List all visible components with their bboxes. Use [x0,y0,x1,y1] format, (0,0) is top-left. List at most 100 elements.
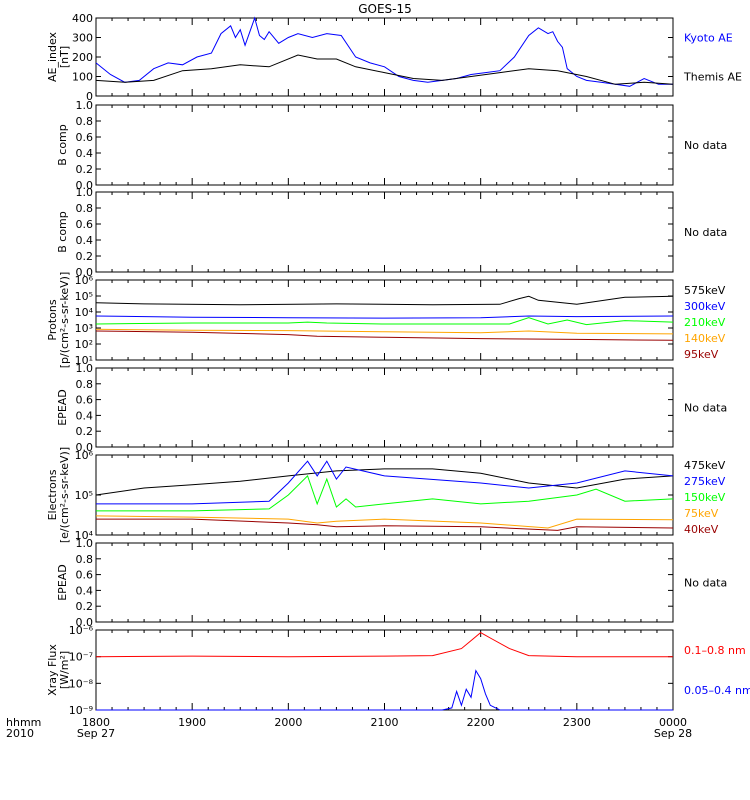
no-data-label: No data [684,402,727,415]
plot-title: GOES-15 [358,2,412,16]
x-tick-label: 1800 [82,716,110,729]
y-axis-label: B comp [56,124,69,166]
legend-entry: 475keV [684,459,726,472]
legend-entry: 75keV [684,507,719,520]
x-tick-label: 2200 [467,716,495,729]
y-axis-unit: [p/(cm²-s-sr-keV)] [58,272,71,369]
year-label: 2010 [6,727,34,740]
panel-frame [95,104,674,186]
panel-epead_1: 0.0 0.2 0.4 0.6 0.8 1.0 EPEAD No data [56,362,727,454]
legend-entry: 95keV [684,348,719,361]
legend-entry: 0.1–0.8 nm [684,644,746,657]
y-axis-label: AE_index [46,31,59,82]
y-tick-label: 0.0 [76,179,94,192]
y-axis-unit: [nT] [58,46,71,68]
x-tick-label: 0000 [659,716,687,729]
y-axis-label: EPEAD [56,389,69,426]
panel-frame [95,454,674,536]
legend-entry: 0.05–0.4 nm [684,684,750,697]
y-axis-unit: [e/(cm²-s-sr-keV)] [58,447,71,543]
y-tick-label: 10⁵ [75,489,93,502]
x-tick-label: 2300 [563,716,591,729]
panel-frame [95,191,674,273]
y-tick-label: 0.6 [76,131,94,144]
y-tick-label: 0.4 [76,409,94,422]
y-tick-label: 0.8 [76,378,94,391]
y-tick-label: 0.8 [76,202,94,215]
y-tick-label: 10⁴ [75,529,94,542]
series-line-75keV [95,515,674,529]
panel-frame [95,367,674,448]
y-tick-label: 0.0 [76,616,94,629]
legend-entry: Themis AE [683,71,742,84]
y-tick-label: 0.8 [76,553,94,566]
panel-ae_index: 0 100 200 300 400 AE_index [nT] Kyoto AE Themis … [46,12,742,103]
y-tick-label: 0.6 [76,394,94,407]
panel-electrons: 10⁴ 10⁵ 10⁶ Electrons [e/(cm²-s-sr-keV)] 475k… [46,447,726,543]
y-tick-label: 10² [75,338,93,351]
legend-entry: 210keV [684,316,726,329]
legend-entry: 575keV [684,284,726,297]
y-tick-label: 10⁶ [75,449,94,462]
y-axis-label: B comp [56,211,69,253]
legend-entry: 40keV [684,523,719,536]
series-line-95keV [95,330,674,341]
no-data-label: No data [684,577,727,590]
y-tick-label: 200 [72,51,93,64]
y-axis-label: Protons [46,299,59,340]
y-tick-label: 0.2 [76,425,94,438]
series-line-275keV [96,460,674,505]
y-tick-label: 10⁵ [75,290,93,303]
y-tick-label: 10⁴ [75,306,94,319]
y-tick-label: 100 [72,71,93,84]
series-line-ThemisAE [95,54,674,85]
series-line-575keV [95,295,674,306]
y-tick-label: 0.8 [76,115,94,128]
no-data-label: No data [684,226,727,239]
y-tick-label: 10¹ [75,354,93,367]
legend-entry: 140keV [684,332,726,345]
y-tick-label: 0.2 [76,250,94,263]
y-tick-label: 300 [72,32,93,45]
y-tick-label: 0.0 [76,441,94,454]
series-line-210keV [95,317,674,326]
y-tick-label: 0.4 [76,584,94,597]
y-axis-label: Electrons [46,469,59,520]
y-axis-label: Xray Flux [46,644,59,696]
series-line-300keV [95,315,674,319]
series-line-00504nm [96,669,673,711]
y-tick-label: 0.4 [76,147,94,160]
y-axis-unit: [W/m²] [58,651,71,689]
y-tick-label: 1.0 [76,186,94,199]
x-tick-date: Sep 28 [654,727,692,740]
no-data-label: No data [684,139,727,152]
series-line-150keV [96,474,674,512]
series-line-0108nm [95,631,673,658]
x-tick-date: Sep 27 [77,727,115,740]
y-tick-label: 1.0 [76,99,94,112]
y-tick-label: 10⁻⁹ [69,704,93,717]
y-tick-label: 1.0 [76,362,94,375]
y-tick-label: 0.4 [76,234,94,247]
y-tick-label: 10³ [75,322,93,335]
panel-frame [95,629,674,711]
y-tick-label: 0 [86,90,93,103]
y-tick-label: 1.0 [76,537,94,550]
y-axis-label: EPEAD [56,564,69,601]
y-tick-label: 0.6 [76,569,94,582]
y-tick-label: 10⁻⁶ [69,624,94,637]
series-line-40keV [96,518,674,531]
panel-b_comp_2: 0.0 0.2 0.4 0.6 0.8 1.0 B comp No data [56,186,727,279]
panel-frame [95,542,674,623]
y-tick-label: 0.2 [76,600,94,613]
y-tick-label: 10⁻⁷ [69,651,93,664]
panel-xray: 10⁻⁹ 10⁻⁸ 10⁻⁷ 10⁻⁶ Xray Flux [W/m²] 0.1–0.8 n… [46,624,750,717]
legend-entry: 150keV [684,491,726,504]
x-tick-label: 2100 [371,716,399,729]
panel-frame [95,17,674,97]
y-tick-label: 0.6 [76,218,94,231]
legend-entry: 300keV [684,300,726,313]
panel-b_comp_1: 0.0 0.2 0.4 0.6 0.8 1.0 B comp No data [56,99,727,192]
y-tick-label: 0.0 [76,266,94,279]
